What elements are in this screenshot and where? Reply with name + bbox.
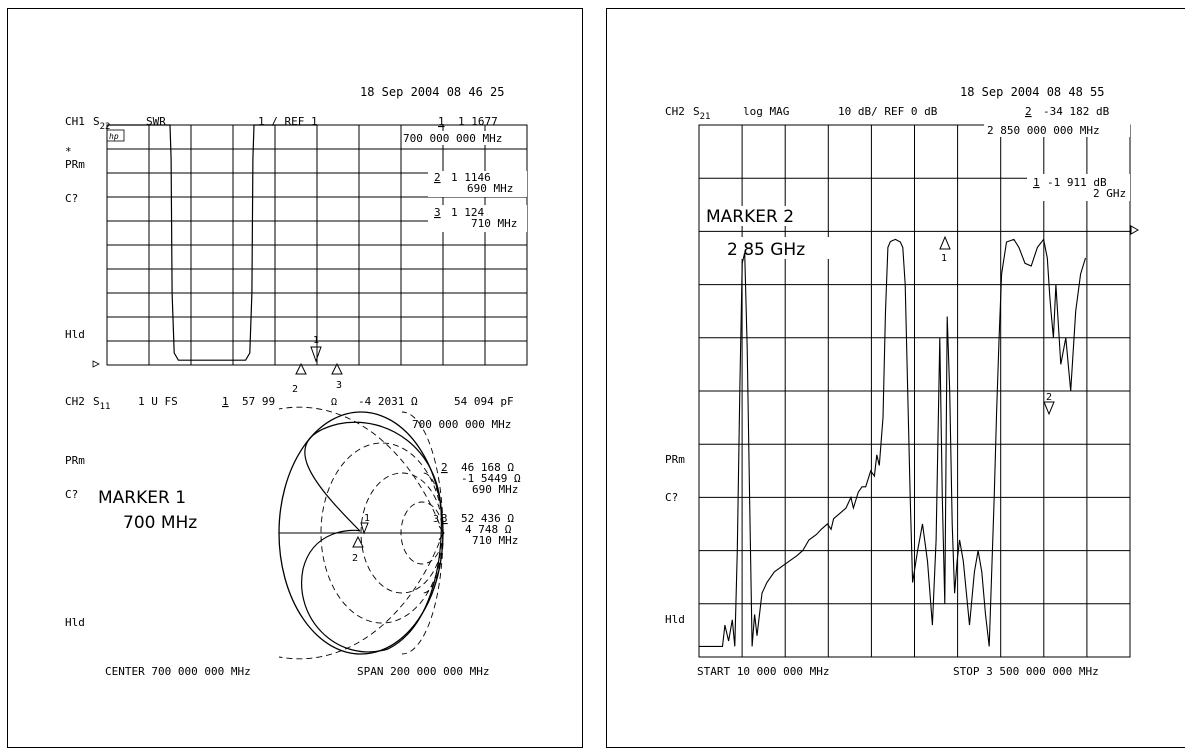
left-printout-svg: 18 Sep 2004 08 46 25 CH1 S22 SWR 1 / REF… <box>65 85 528 678</box>
ch2-prm: PRm <box>65 454 85 467</box>
right-c2: C? <box>665 491 678 504</box>
right-grid <box>698 124 1131 658</box>
right-analyzer-printout: 18 Sep 2004 08 48 55 CH2 S21 log MAG 10 … <box>606 8 1185 748</box>
ch1-marker-2-label: 2 <box>292 384 298 395</box>
right-readout-bg-1 <box>1027 174 1130 201</box>
ch1-scale: 1 / REF 1 <box>258 115 318 128</box>
ch1-readout-2-value: 1 1146 <box>451 171 491 184</box>
ch2-readout-2-x: -1 5449 Ω <box>461 472 521 485</box>
right-ref-pointer-icon <box>1130 225 1140 235</box>
ch1-marker-num: 1 <box>438 115 445 128</box>
right-readout-1-num: 1 <box>1033 176 1040 189</box>
right-marker-2-label: 2 <box>1046 392 1052 403</box>
right-readout-1-freq: 2 GHz <box>1093 187 1126 200</box>
ch2-marker-3-icon <box>438 525 445 541</box>
ch2-marker-num: 1 <box>222 395 229 408</box>
ch2-readout-3-freq: 710 MHz <box>472 534 518 547</box>
ch1-hld: Hld <box>65 328 85 341</box>
right-channel-label: CH2 <box>665 105 685 118</box>
ch2-marker-1-label: 1 <box>364 513 370 524</box>
ch1-timestamp: 18 Sep 2004 08 46 25 <box>360 85 505 99</box>
span-frequency: SPAN 200 000 000 MHz <box>357 665 489 678</box>
ch1-readout-2-num: 2 <box>434 171 441 184</box>
right-readout-1-value: -1 911 dB <box>1047 176 1107 189</box>
ch2-readout-3-x: 4 748 Ω <box>465 523 512 536</box>
ch2-r: 57 99 <box>242 395 275 408</box>
ch1-marker-1-icon <box>310 346 322 363</box>
ch2-c: 54 094 pF <box>454 395 514 408</box>
ch1-marker-3-label: 3 <box>336 380 342 391</box>
ch1-readout-bg-3 <box>428 205 527 232</box>
right-marker-2-icon <box>1043 401 1055 416</box>
ch1-grid <box>106 124 528 366</box>
ch2-r-unit: Ω <box>331 397 337 408</box>
stop-frequency: STOP 3 500 000 000 MHz <box>953 665 1099 678</box>
ch1-marker-3-icon <box>331 362 343 375</box>
ch1-readout-3-freq: 710 MHz <box>471 217 517 230</box>
right-printout-svg: 18 Sep 2004 08 48 55 CH2 S21 log MAG 10 … <box>665 85 1140 678</box>
ch1-marker-1-label: 1 <box>313 335 319 346</box>
ch2-marker-1-icon <box>360 522 369 535</box>
right-readout-bg <box>984 122 1130 137</box>
right-format: log MAG <box>743 105 789 118</box>
start-frequency: START 10 000 000 MHz <box>697 665 829 678</box>
hp-logo-text: hp <box>109 132 119 141</box>
smith-chart <box>278 406 444 660</box>
ch1-c2: C? <box>65 192 78 205</box>
right-hld: Hld <box>665 613 685 626</box>
ch1-swr-trace <box>107 124 317 361</box>
right-prm: PRm <box>665 453 685 466</box>
right-marker-title-bg <box>703 206 813 226</box>
center-frequency: CENTER 700 000 000 MHz <box>105 665 251 678</box>
ch2-param: S11 <box>93 395 110 412</box>
ch1-param: S22 <box>93 115 110 132</box>
right-readout-freq: 2 850 000 000 MHz <box>987 124 1100 137</box>
right-marker-1-icon <box>939 235 951 250</box>
ch2-format: 1 U FS <box>138 395 178 408</box>
ch1-ref-pointer-icon <box>92 360 100 368</box>
ch1-readout-3-value: 1 124 <box>451 206 484 219</box>
right-scale: 10 dB/ REF 0 dB <box>838 105 938 118</box>
ch2-marker-3-label: 3 <box>433 514 439 525</box>
right-timestamp: 18 Sep 2004 08 48 55 <box>960 85 1105 99</box>
right-marker-freq: 2 85 GHz <box>727 240 805 260</box>
ch1-readout-freq: 700 000 000 MHz <box>403 132 502 145</box>
ch2-channel-label: CH2 <box>65 395 85 408</box>
ch2-readout-2-num: 2 <box>441 461 448 474</box>
right-marker-freq-bg <box>723 237 833 259</box>
right-s21-trace <box>699 238 1087 647</box>
ch1-readout-2-freq: 690 MHz <box>467 182 513 195</box>
ch1-marker-2-icon <box>295 362 307 375</box>
ch1-readout-bg-1 <box>402 131 526 145</box>
right-marker-1-label: 1 <box>941 253 947 264</box>
hp-logo-icon <box>106 129 125 142</box>
right-marker-title: MARKER 2 <box>706 207 794 227</box>
ch2-x: -4 2031 Ω <box>358 395 418 408</box>
ch2-readout-3-num: 3 <box>441 512 448 525</box>
ch1-channel-label: CH1 <box>65 115 85 128</box>
ch1-marker-value: 1 1677 <box>458 115 498 128</box>
ch2-readout-freq: 700 000 000 MHz <box>412 418 511 431</box>
ch2-marker-title: MARKER 1 <box>98 488 186 508</box>
ch1-asterisk: * <box>65 145 72 158</box>
ch2-marker-freq: 700 MHz <box>123 513 197 533</box>
right-marker-num: 2 <box>1025 105 1032 118</box>
ch2-marker-2-icon <box>352 535 364 548</box>
left-analyzer-printout: 18 Sep 2004 08 46 25 CH1 S22 SWR 1 / REF… <box>7 8 583 748</box>
ch2-readout-2-freq: 690 MHz <box>472 483 518 496</box>
ch2-marker-2-label: 2 <box>352 553 358 564</box>
right-param: S21 <box>693 105 710 122</box>
ch1-readout-3-num: 3 <box>434 206 441 219</box>
ch1-prm: PRm <box>65 158 85 171</box>
ch2-c2: C? <box>65 488 78 501</box>
ch2-readout-2-r: 46 168 Ω <box>461 461 514 474</box>
ch1-readout-bg-2 <box>428 171 527 197</box>
right-marker-value: -34 182 dB <box>1043 105 1110 118</box>
ch2-readout-3-r: 52 436 Ω <box>461 512 514 525</box>
ch2-hld: Hld <box>65 616 85 629</box>
